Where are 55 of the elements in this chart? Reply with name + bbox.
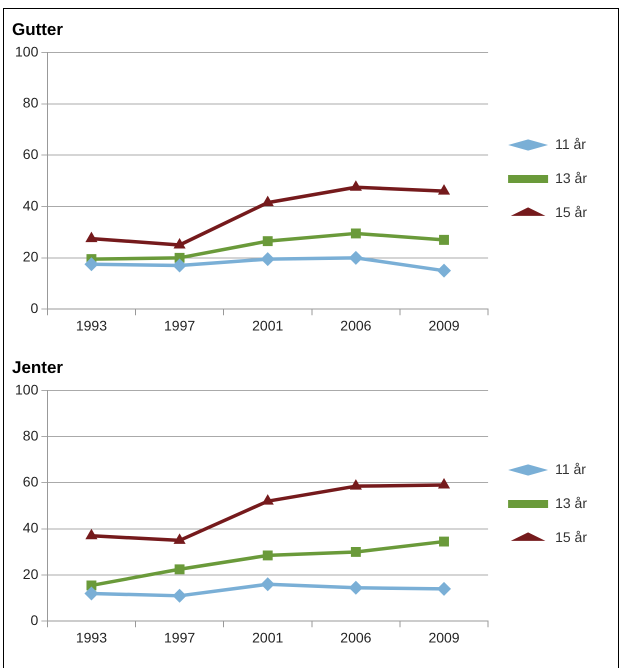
point bbox=[174, 564, 185, 574]
point bbox=[85, 528, 98, 540]
y-tick-label: 20 bbox=[22, 566, 39, 582]
point bbox=[439, 536, 449, 547]
point bbox=[172, 588, 187, 603]
y-tick-label: 100 bbox=[15, 43, 39, 60]
point bbox=[439, 234, 449, 245]
legend-label: 15 år bbox=[555, 204, 588, 220]
point bbox=[348, 250, 363, 265]
legend-label: 15 år bbox=[555, 528, 588, 545]
x-tick-label: 2009 bbox=[428, 317, 460, 334]
legend-label: 13 år bbox=[555, 170, 588, 186]
point bbox=[350, 180, 362, 191]
point bbox=[84, 257, 98, 272]
point bbox=[260, 252, 275, 266]
point bbox=[262, 550, 273, 560]
point bbox=[350, 228, 361, 238]
chart-title: Gutter bbox=[12, 20, 64, 39]
x-tick-label: 1997 bbox=[164, 629, 196, 646]
point bbox=[438, 478, 450, 489]
y-tick-label: 60 bbox=[22, 146, 39, 162]
point bbox=[437, 264, 452, 278]
x-tick-label: 2006 bbox=[340, 629, 372, 646]
legend-label: 11 år bbox=[555, 136, 586, 152]
y-tick-label: 20 bbox=[22, 248, 39, 265]
point bbox=[348, 580, 363, 595]
x-tick-label: 1993 bbox=[76, 629, 108, 646]
x-tick-label: 1997 bbox=[164, 317, 196, 334]
point bbox=[262, 236, 273, 246]
point bbox=[84, 586, 98, 601]
x-tick-label: 2009 bbox=[428, 629, 460, 646]
point bbox=[85, 232, 98, 242]
x-tick-label: 1993 bbox=[76, 317, 108, 334]
y-tick-label: 100 bbox=[15, 381, 39, 398]
x-tick-label: 2001 bbox=[252, 629, 284, 646]
point bbox=[260, 577, 275, 592]
y-tick-label: 40 bbox=[22, 520, 39, 536]
x-tick-label: 2006 bbox=[340, 317, 372, 334]
y-tick-label: 80 bbox=[22, 427, 39, 444]
legend-label: 13 år bbox=[555, 494, 588, 511]
y-tick-label: 0 bbox=[30, 612, 39, 628]
legend-label: 11 år bbox=[555, 460, 586, 477]
x-tick-label: 2001 bbox=[252, 317, 284, 334]
y-tick-label: 40 bbox=[22, 197, 39, 214]
point bbox=[174, 533, 186, 544]
point bbox=[350, 547, 361, 557]
point bbox=[437, 582, 452, 596]
y-tick-label: 0 bbox=[30, 300, 39, 316]
y-tick-label: 80 bbox=[22, 94, 39, 111]
point bbox=[172, 258, 187, 273]
chart-title: Jenter bbox=[12, 358, 64, 377]
point bbox=[438, 184, 450, 195]
point bbox=[174, 238, 186, 248]
point bbox=[350, 479, 362, 490]
y-tick-label: 60 bbox=[22, 474, 39, 490]
